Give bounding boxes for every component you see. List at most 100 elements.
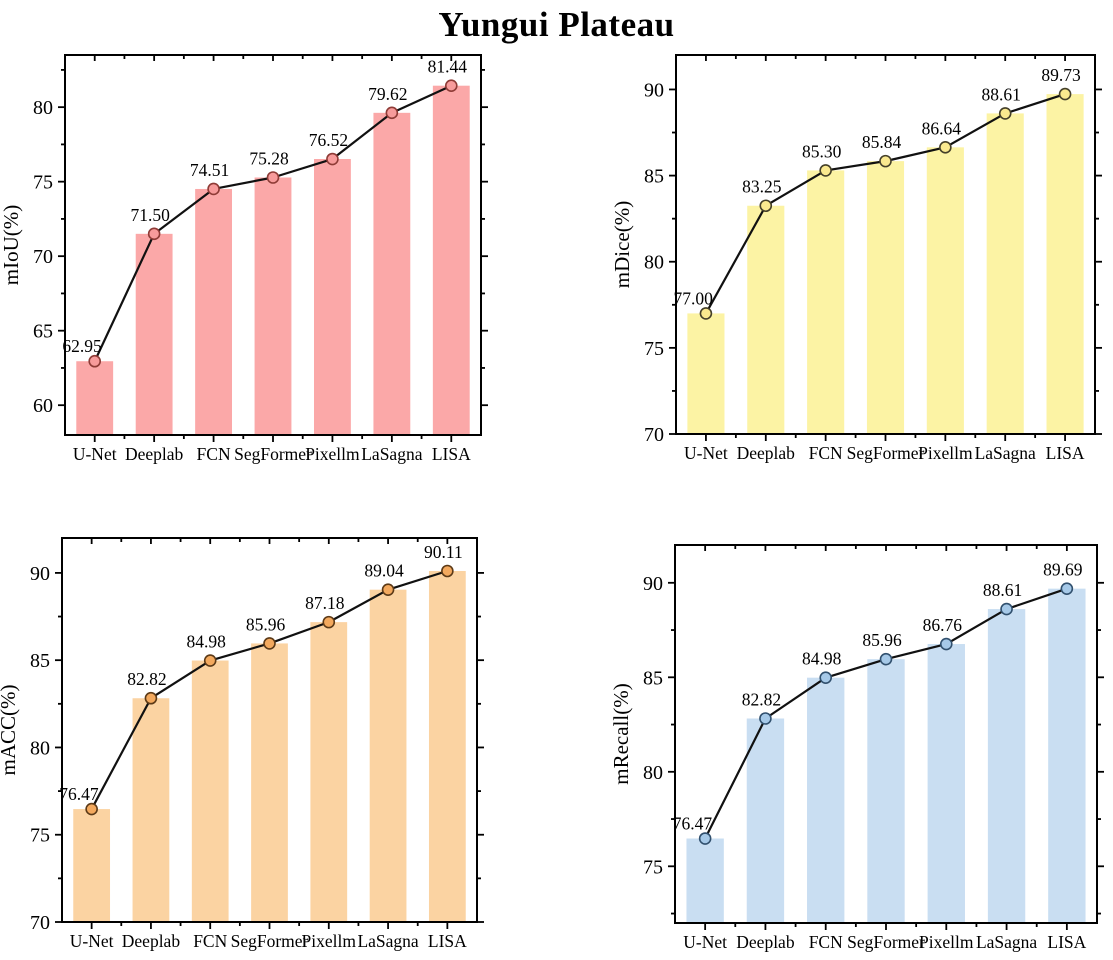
- x-category-label: Pixellm: [918, 443, 973, 463]
- data-marker: [263, 637, 276, 650]
- chart-miou: 60 65 70 75 80 U-Net Deeplab FCN SegFormer Pixell…: [0, 45, 560, 490]
- data-marker: [819, 164, 832, 177]
- bar-FCN: [807, 170, 845, 434]
- data-marker: [385, 106, 399, 120]
- x-category-label: U-Net: [73, 444, 117, 464]
- y-tick-label: 85: [644, 166, 664, 188]
- ticks-group: [668, 545, 1104, 930]
- x-category-label: U-Net: [683, 932, 727, 952]
- x-category-label: LISA: [428, 931, 467, 951]
- value-label: 76.47: [673, 814, 713, 834]
- bar-FCN: [195, 188, 232, 435]
- data-marker: [1060, 582, 1074, 595]
- bar-Pixellm: [926, 147, 964, 434]
- bar-Deeplab: [132, 698, 170, 922]
- value-label: 74.51: [190, 160, 229, 180]
- bar-FCN: [807, 677, 845, 923]
- data-marker: [759, 712, 772, 725]
- data-marker: [759, 199, 773, 213]
- bar-Deeplab: [135, 233, 173, 435]
- chart-mdice: 70 75 80 85 90 U-Net Deeplab FCN SegFormer Pixell…: [553, 45, 1113, 490]
- markers-group: [698, 582, 1074, 845]
- x-category-label: Deeplab: [737, 443, 796, 463]
- y-tick-label: 90: [30, 563, 50, 585]
- bars-group: [687, 94, 1084, 435]
- value-label: 88.61: [983, 580, 1022, 600]
- value-label: 85.96: [862, 630, 902, 650]
- x-category-label: U-Net: [70, 931, 114, 951]
- chart-mdice-svg: 70 75 80 85 90 U-Net Deeplab FCN SegFormerPixell…: [610, 54, 1102, 463]
- y-tick-label: 85: [30, 650, 50, 672]
- x-category-label: Deeplab: [125, 444, 184, 464]
- bar-LISA: [428, 570, 466, 922]
- y-tick-label: 85: [643, 667, 663, 689]
- value-label: 79.62: [368, 84, 407, 104]
- data-marker: [326, 152, 339, 166]
- y-tick-label: 80: [33, 97, 53, 119]
- data-marker: [1058, 87, 1072, 101]
- bar-U-Net: [686, 838, 724, 923]
- bar-Deeplab: [746, 718, 785, 923]
- data-marker: [144, 691, 158, 705]
- x-category-label: FCN: [809, 932, 843, 952]
- bar-FCN: [191, 660, 229, 922]
- x-category-label: Pixellm: [305, 444, 360, 464]
- figure-title: Yungui Plateau: [438, 5, 675, 44]
- y-axis-title: mDice(%): [610, 201, 634, 288]
- markers-group: [699, 87, 1072, 320]
- value-label: 89.04: [364, 561, 404, 581]
- bar-Pixellm: [314, 159, 351, 435]
- value-label: 88.61: [982, 84, 1021, 104]
- y-axis-title: mIoU(%): [0, 205, 23, 285]
- y-tick-label: 70: [644, 424, 664, 446]
- value-label: 82.82: [127, 669, 166, 689]
- x-category-label: SegFormer: [847, 932, 925, 952]
- x-category-label: SegFormer: [231, 931, 309, 951]
- bar-SegFormer: [251, 643, 288, 922]
- bar-LaSagna: [373, 112, 411, 435]
- data-marker: [879, 154, 892, 168]
- bars-group: [686, 588, 1086, 923]
- bar-SegFormer: [254, 177, 292, 435]
- value-label: 76.47: [59, 784, 99, 804]
- chart-macc: 70 75 80 85 90 U-Net Deeplab FCN SegFormer Pixell…: [0, 525, 560, 960]
- ticks-group: [58, 55, 488, 442]
- value-label: 86.64: [922, 118, 962, 138]
- markers-group: [85, 564, 454, 816]
- value-label: 85.96: [246, 614, 286, 634]
- data-marker: [322, 615, 336, 629]
- x-category-label: LaSagna: [975, 443, 1036, 463]
- value-label: 86.76: [923, 615, 963, 635]
- value-label: 85.84: [862, 132, 902, 152]
- data-marker: [444, 79, 458, 92]
- value-label: 84.98: [802, 649, 842, 669]
- ticks-group: [669, 55, 1102, 441]
- data-marker: [88, 354, 102, 368]
- bars-group: [73, 570, 466, 922]
- y-tick-label: 80: [644, 252, 664, 274]
- bar-LISA: [1048, 588, 1086, 923]
- y-tick-label: 70: [33, 246, 53, 268]
- x-category-label: LISA: [432, 444, 471, 464]
- value-label: 90.11: [424, 542, 463, 562]
- data-marker: [203, 654, 217, 667]
- data-marker: [266, 171, 280, 184]
- bar-LISA: [432, 85, 470, 435]
- y-tick-label: 70: [30, 912, 50, 934]
- x-category-label: FCN: [809, 443, 843, 463]
- bars-group: [76, 85, 470, 435]
- value-label: 83.25: [742, 177, 782, 197]
- bar-U-Net: [73, 809, 111, 922]
- y-tick-label: 65: [33, 321, 53, 343]
- x-category-label: LaSagna: [357, 931, 418, 951]
- data-marker: [85, 802, 98, 816]
- data-marker: [698, 832, 712, 845]
- x-category-label: Pixellm: [302, 931, 357, 951]
- x-category-label: LISA: [1047, 932, 1086, 952]
- data-marker: [819, 671, 833, 684]
- value-label: 87.18: [305, 593, 345, 613]
- value-label: 82.82: [742, 690, 781, 710]
- data-marker: [939, 141, 952, 154]
- y-tick-label: 80: [30, 737, 50, 759]
- value-label: 77.00: [674, 288, 714, 308]
